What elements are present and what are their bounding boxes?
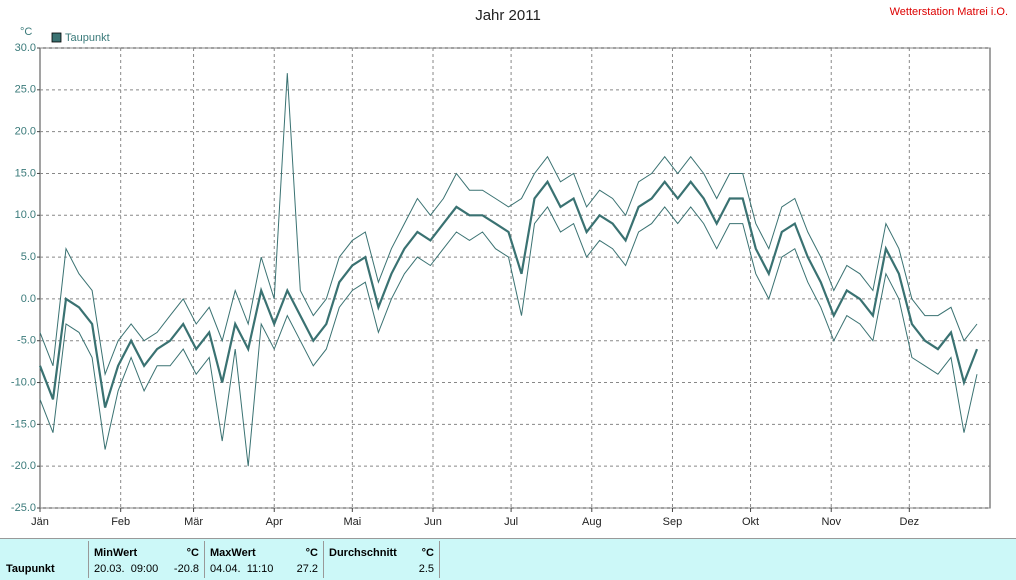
x-tick-label: Jän	[31, 516, 49, 528]
x-tick-label: Sep	[663, 516, 683, 528]
series-line	[39, 205, 978, 467]
legend-label: Taupunkt	[65, 32, 110, 44]
x-tick-label: Dez	[900, 516, 920, 528]
avg-unit: °C	[421, 547, 434, 559]
y-tick-label: 15.0	[15, 167, 36, 179]
x-tick-label: Mär	[184, 516, 203, 528]
min-time: 20.03. 09:00	[94, 563, 159, 575]
y-tick-label: 20.0	[15, 126, 36, 138]
y-tick-label: 10.0	[15, 209, 36, 221]
y-unit: °C	[20, 26, 32, 38]
row-cell: Taupunkt	[0, 541, 89, 578]
x-tick-label: Mai	[343, 516, 361, 528]
series-line	[39, 73, 978, 377]
y-tick-label: 0.0	[21, 293, 36, 305]
plot-area	[39, 47, 991, 509]
y-tick-label: -5.0	[17, 335, 36, 347]
x-tick-label: Feb	[111, 516, 130, 528]
avg-value: 2.5	[418, 563, 434, 575]
summary-table: Taupunkt MinWert °C 20.03. 09:00 -20.8 M…	[0, 538, 1016, 580]
x-tick-label: Jul	[504, 516, 518, 528]
y-tick-label: -10.0	[11, 376, 36, 388]
min-unit: °C	[186, 547, 199, 559]
y-tick-label: -25.0	[11, 502, 36, 514]
max-value: 27.2	[296, 563, 318, 575]
series-line	[38, 179, 979, 408]
y-tick-label: 30.0	[15, 42, 36, 54]
y-tick-label: -20.0	[11, 460, 36, 472]
y-tick-label: -15.0	[11, 418, 36, 430]
max-header: MaxWert	[210, 547, 256, 559]
max-unit: °C	[305, 547, 318, 559]
legend-swatch	[51, 32, 62, 43]
avg-cell: Durchschnitt °C 2.5	[324, 541, 440, 578]
x-tick-label: Apr	[266, 516, 283, 528]
x-tick-label: Jun	[424, 516, 442, 528]
station-label: Wetterstation Matrei i.O.	[890, 6, 1008, 18]
y-tick-label: 25.0	[15, 84, 36, 96]
min-header: MinWert	[94, 547, 138, 559]
x-tick-label: Aug	[582, 516, 602, 528]
min-cell: MinWert °C 20.03. 09:00 -20.8	[89, 541, 205, 578]
chart-title: Jahr 2011	[475, 7, 541, 24]
row-label: Taupunkt	[6, 563, 55, 575]
x-tick-label: Nov	[821, 516, 841, 528]
max-cell: MaxWert °C 04.04. 11:10 27.2	[205, 541, 324, 578]
max-time: 04.04. 11:10	[210, 563, 274, 575]
y-tick-label: 5.0	[21, 251, 36, 263]
chart: Jahr 2011 Wetterstation Matrei i.O. °C 3…	[11, 6, 1008, 528]
x-tick-label: Okt	[742, 516, 759, 528]
min-value: -20.8	[173, 563, 199, 575]
avg-header: Durchschnitt	[329, 547, 397, 559]
